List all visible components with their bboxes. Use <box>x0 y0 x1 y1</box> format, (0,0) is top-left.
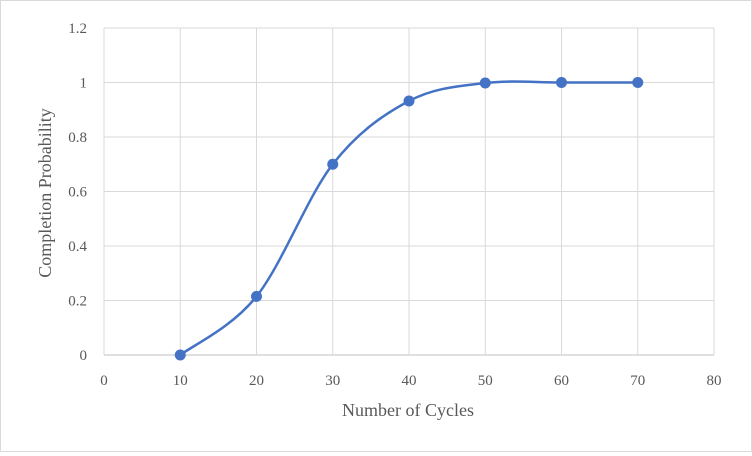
y-tick-label: 0.4 <box>68 239 87 255</box>
y-tick-label: 0.2 <box>68 294 87 310</box>
grid-lines <box>103 27 715 356</box>
x-tick-label: 10 <box>173 373 188 389</box>
x-tick-label: 60 <box>554 373 569 389</box>
data-point <box>327 158 339 170</box>
x-tick-label: 30 <box>325 373 340 389</box>
y-tick-label: 0.6 <box>68 185 87 201</box>
data-point <box>251 290 262 302</box>
y-tick-label: 1.2 <box>68 21 87 37</box>
data-point <box>479 77 491 89</box>
y-tick-labels: 0 0.2 0.4 0.6 0.8 1 1.2 <box>68 21 87 364</box>
x-tick-label: 40 <box>402 373 417 389</box>
y-tick-label: 0.8 <box>68 130 87 146</box>
x-tick-label: 20 <box>249 373 264 389</box>
x-tick-label: 50 <box>478 373 493 389</box>
y-tick-label: 1 <box>80 76 88 92</box>
x-tick-label: 0 <box>100 373 108 389</box>
y-axis-title: Completion Probability <box>35 108 55 278</box>
data-point <box>556 77 567 88</box>
data-point <box>632 77 644 88</box>
series-group <box>174 77 644 361</box>
x-tick-label: 80 <box>707 373 722 389</box>
data-point <box>174 349 186 361</box>
x-axis-title: Number of Cycles <box>342 400 474 420</box>
data-point <box>403 95 415 107</box>
y-tick-label: 0 <box>80 348 88 364</box>
x-tick-label: 70 <box>630 373 645 389</box>
x-tick-labels: 0 10 20 30 40 50 60 70 80 <box>100 373 721 389</box>
